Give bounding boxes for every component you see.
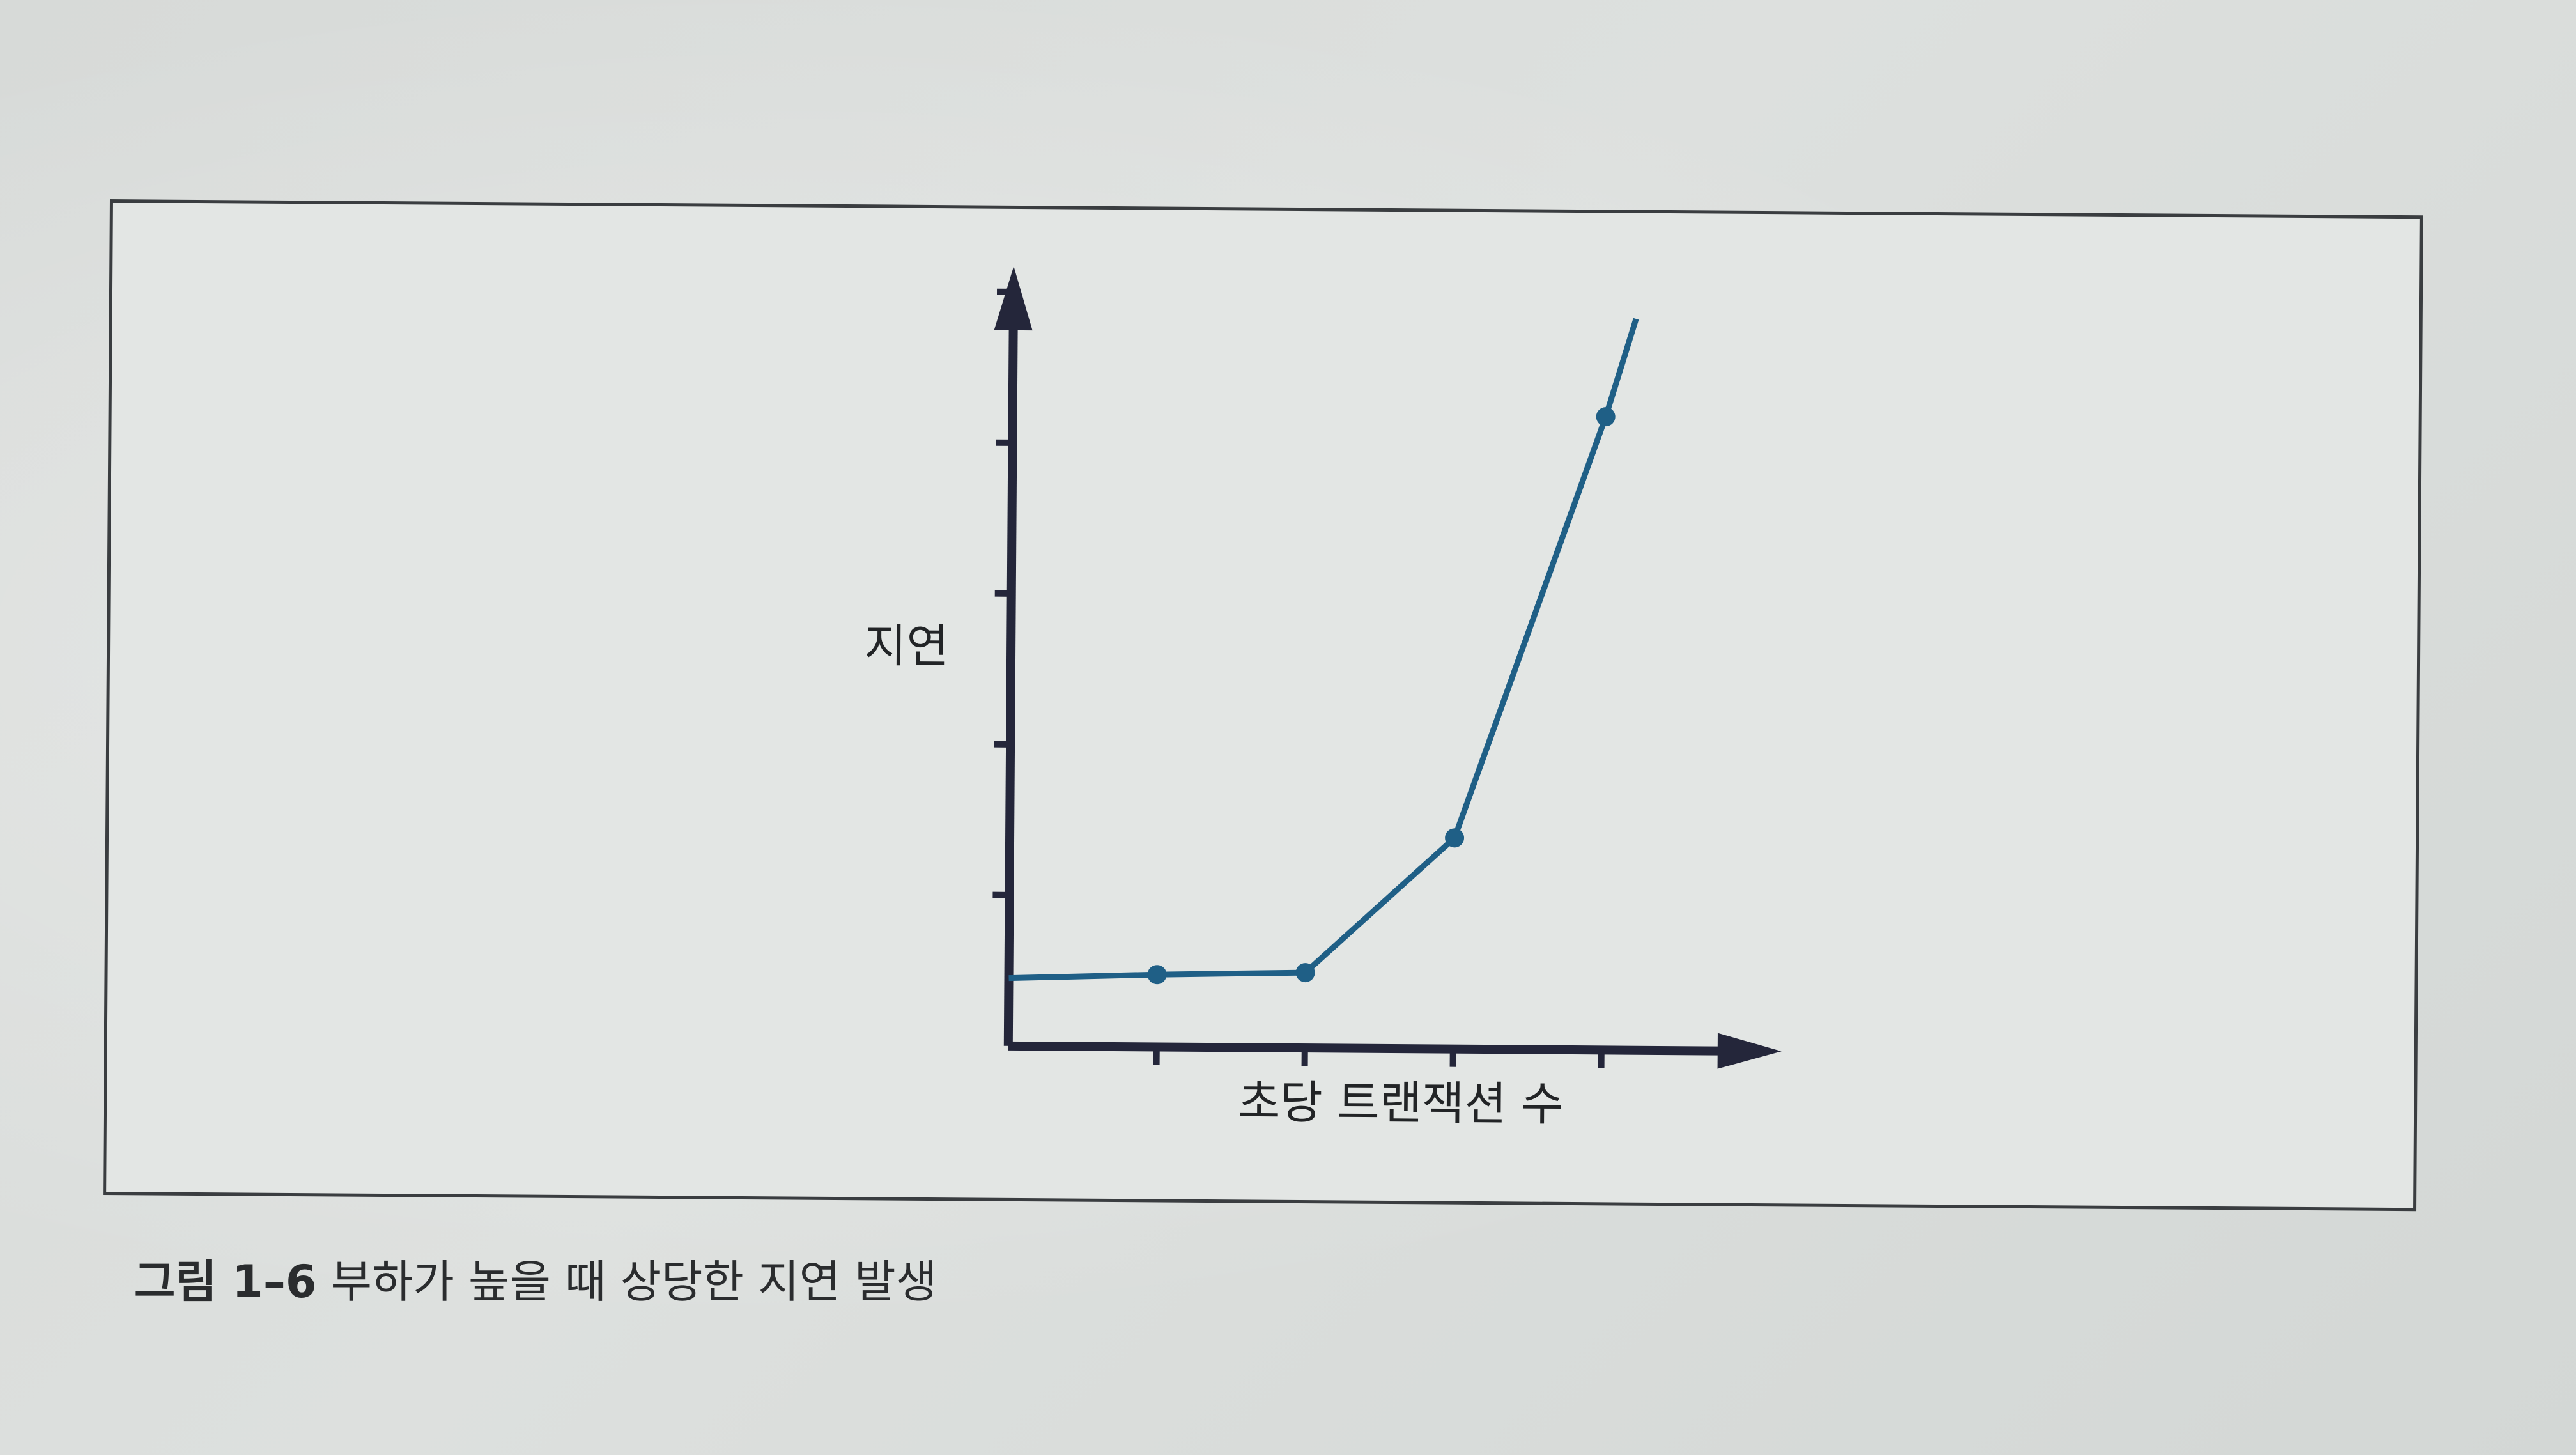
figure-caption: 그림 1–6 부하가 높을 때 상당한 지연 발생: [134, 1246, 937, 1311]
y-axis-arrow: [994, 266, 1033, 331]
y-axis-line: [1003, 311, 1018, 1046]
data-point-4: [1596, 407, 1616, 427]
x-axis-arrow: [1717, 1033, 1782, 1069]
x-axis-label: 초당 트랜잭션 수: [1238, 1075, 1564, 1131]
latency-series-line: [1008, 318, 1639, 982]
caption-number: 그림 1–6: [134, 1256, 317, 1308]
x-axis-line: [1008, 1041, 1737, 1056]
data-point-3: [1445, 828, 1465, 848]
data-point-1: [1147, 965, 1167, 985]
y-axis-label: 지연: [864, 619, 949, 673]
data-point-2: [1295, 963, 1315, 983]
caption-text: 부하가 높을 때 상당한 지연 발생: [330, 1256, 937, 1308]
